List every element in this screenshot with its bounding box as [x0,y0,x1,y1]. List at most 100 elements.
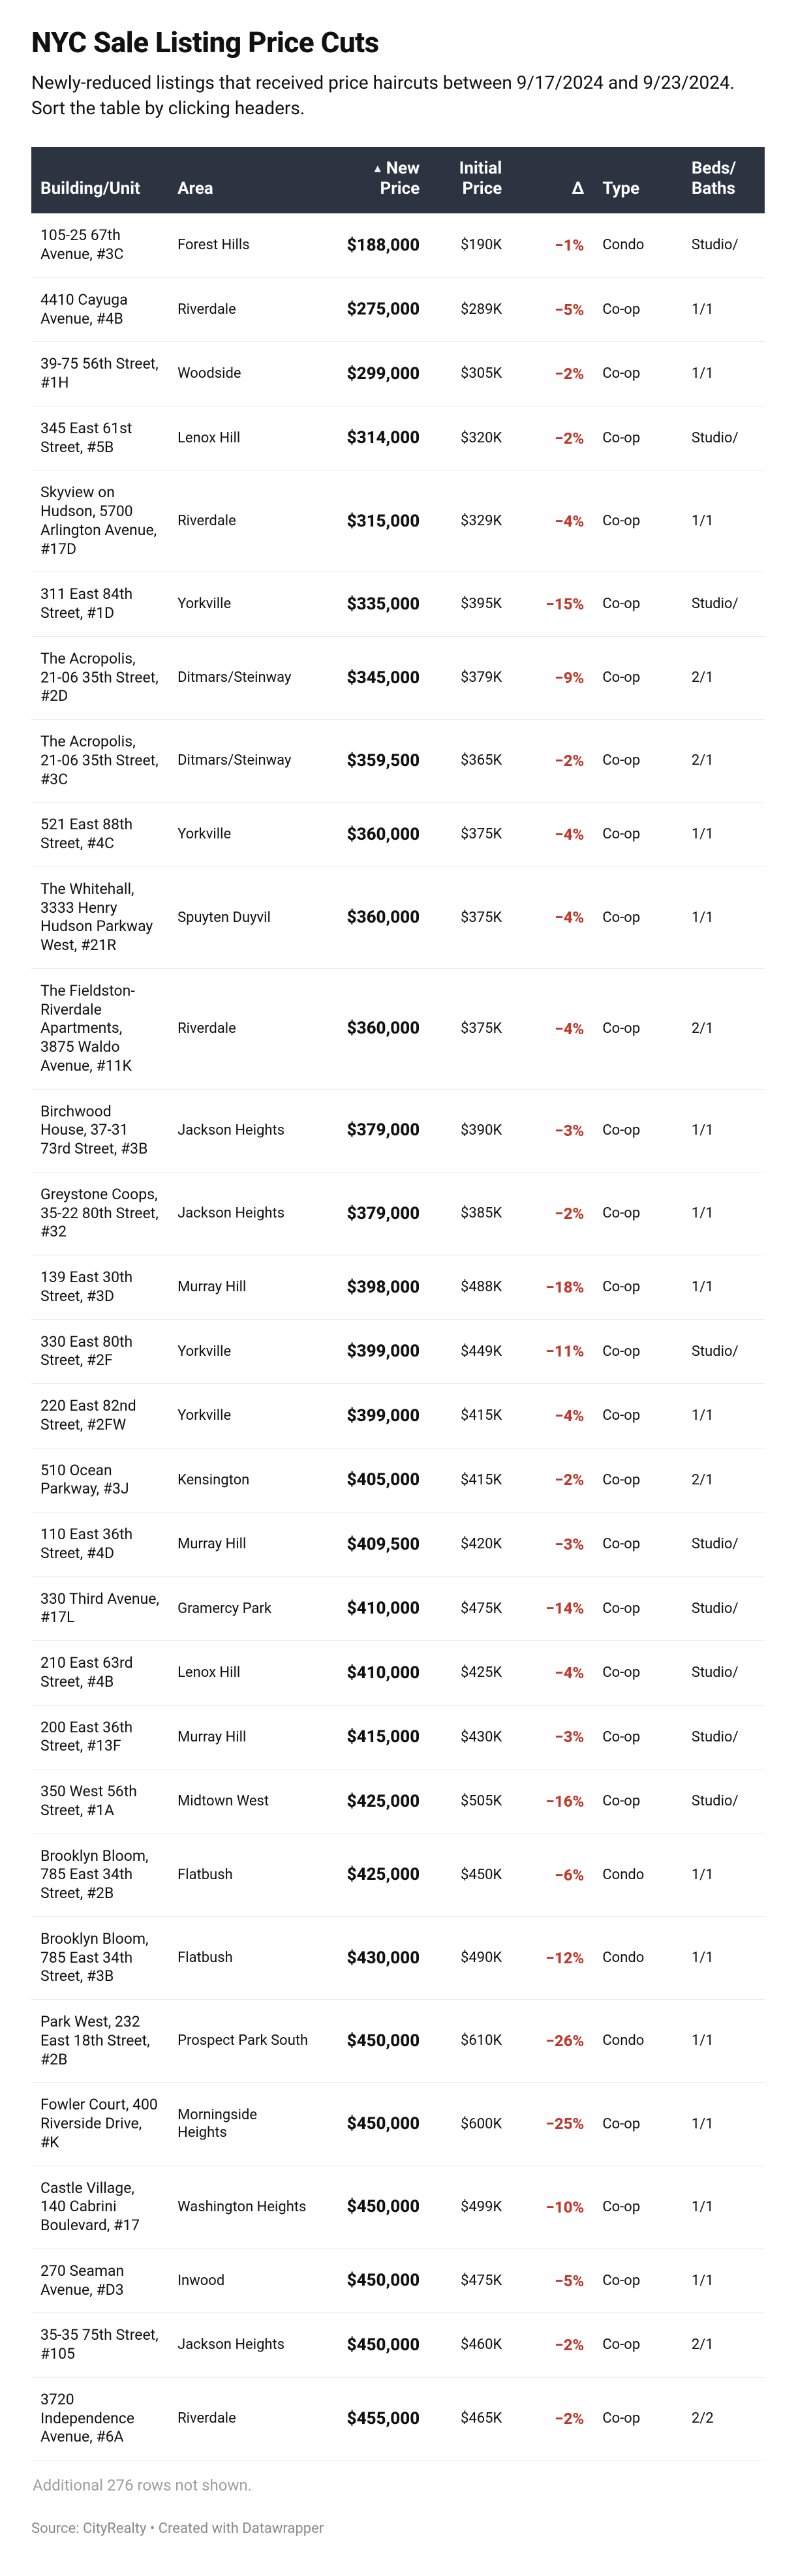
cell-beds-baths: Studio/ [682,1319,765,1384]
cell-beds-baths: 1/1 [682,803,765,867]
cell-delta: −5% [511,277,593,342]
table-row: Brooklyn Bloom, 785 East 34th Street, #2… [31,1833,765,1916]
cell-building: 510 Ocean Parkway, #3J [31,1448,168,1512]
cell-building: The Fieldston-Riverdale Apartments, 3875… [31,968,168,1089]
col-beds-baths[interactable]: Beds/ Baths [682,147,765,213]
cell-new-price: $450,000 [319,2248,429,2313]
cell-building: Park West, 232 East 18th Street, #2B [31,2000,168,2083]
cell-initial-price: $499K [429,2166,511,2248]
cell-delta: −1% [511,213,593,277]
cell-beds-baths: 1/1 [682,2166,765,2248]
cell-delta: −3% [511,1089,593,1172]
cell-initial-price: $450K [429,1833,511,1916]
cell-building: 270 Seaman Avenue, #D3 [31,2248,168,2313]
cell-type: Co-op [593,1576,682,1641]
cell-delta: −12% [511,1916,593,1999]
cell-initial-price: $375K [429,803,511,867]
cell-area: Flatbush [168,1916,319,1999]
cell-type: Condo [593,1916,682,1999]
cell-area: Riverdale [168,968,319,1089]
cell-type: Co-op [593,2377,682,2460]
cell-building: Birchwood House, 37-31 73rd Street, #3B [31,1089,168,1172]
cell-type: Co-op [593,720,682,803]
cell-new-price: $360,000 [319,968,429,1089]
cell-beds-baths: 1/1 [682,1384,765,1449]
cell-area: Flatbush [168,1833,319,1916]
table-row: 4410 Cayuga Avenue, #4BRiverdale$275,000… [31,277,765,342]
cell-area: Ditmars/Steinway [168,720,319,803]
cell-type: Co-op [593,1770,682,1834]
cell-new-price: $188,000 [319,213,429,277]
cell-area: Riverdale [168,277,319,342]
cell-beds-baths: 1/1 [682,1172,765,1255]
cell-initial-price: $365K [429,720,511,803]
cell-delta: −10% [511,2166,593,2248]
intro-text: Newly-reduced listings that received pri… [31,70,749,121]
cell-area: Spuyten Duyvil [168,866,319,968]
cell-delta: −4% [511,1641,593,1706]
cell-beds-baths: 1/1 [682,2083,765,2166]
cell-initial-price: $329K [429,470,511,572]
cell-area: Gramercy Park [168,1576,319,1641]
cell-new-price: $450,000 [319,2083,429,2166]
table-row: The Acropolis, 21-06 35th Street, #3CDit… [31,720,765,803]
cell-new-price: $399,000 [319,1319,429,1384]
cell-building: The Acropolis, 21-06 35th Street, #2D [31,636,168,719]
cell-new-price: $398,000 [319,1255,429,1320]
cell-building: 330 Third Avenue, #17L [31,1576,168,1641]
cell-new-price: $455,000 [319,2377,429,2460]
cell-initial-price: $425K [429,1641,511,1706]
cell-delta: −4% [511,1384,593,1449]
cell-delta: −4% [511,968,593,1089]
col-new-price[interactable]: ▲New Price [319,147,429,213]
cell-initial-price: $449K [429,1319,511,1384]
cell-type: Co-op [593,406,682,470]
cell-type: Co-op [593,277,682,342]
cell-new-price: $430,000 [319,1916,429,1999]
cell-delta: −2% [511,1448,593,1512]
col-type[interactable]: Type [593,147,682,213]
cell-beds-baths: 2/1 [682,968,765,1089]
cell-type: Co-op [593,968,682,1089]
cell-delta: −5% [511,2248,593,2313]
cell-new-price: $359,500 [319,720,429,803]
cell-delta: −3% [511,1705,593,1770]
cell-area: Yorkville [168,572,319,637]
cell-building: Castle Village, 140 Cabrini Boulevard, #… [31,2166,168,2248]
cell-beds-baths: 1/1 [682,1255,765,1320]
table-row: Brooklyn Bloom, 785 East 34th Street, #3… [31,1916,765,1999]
cell-new-price: $379,000 [319,1089,429,1172]
cell-area: Yorkville [168,1384,319,1449]
cell-building: 311 East 84th Street, #1D [31,572,168,637]
table-row: 521 East 88th Street, #4CYorkville$360,0… [31,803,765,867]
cell-beds-baths: 1/1 [682,1089,765,1172]
cell-new-price: $450,000 [319,2000,429,2083]
cell-beds-baths: Studio/ [682,1641,765,1706]
cell-delta: −2% [511,2313,593,2378]
cell-initial-price: $395K [429,572,511,637]
col-building[interactable]: Building/Unit [31,147,168,213]
col-initial-price[interactable]: Initial Price [429,147,511,213]
cell-type: Co-op [593,803,682,867]
cell-area: Riverdale [168,2377,319,2460]
cell-beds-baths: Studio/ [682,1705,765,1770]
cell-area: Forest Hills [168,213,319,277]
cell-building: 39-75 56th Street, #1H [31,342,168,406]
additional-rows-note: Additional 276 rows not shown. [33,2476,765,2494]
table-row: 210 East 63rd Street, #4BLenox Hill$410,… [31,1641,765,1706]
cell-initial-price: $610K [429,2000,511,2083]
cell-delta: −2% [511,2377,593,2460]
cell-beds-baths: Studio/ [682,1770,765,1834]
col-area[interactable]: Area [168,147,319,213]
cell-type: Co-op [593,1089,682,1172]
cell-beds-baths: 2/1 [682,636,765,719]
cell-building: Greystone Coops, 35-22 80th Street, #32 [31,1172,168,1255]
cell-area: Midtown West [168,1770,319,1834]
cell-type: Co-op [593,2248,682,2313]
cell-delta: −9% [511,636,593,719]
cell-initial-price: $375K [429,866,511,968]
cell-new-price: $360,000 [319,866,429,968]
cell-type: Co-op [593,866,682,968]
col-delta[interactable]: Δ [511,147,593,213]
cell-type: Condo [593,2000,682,2083]
